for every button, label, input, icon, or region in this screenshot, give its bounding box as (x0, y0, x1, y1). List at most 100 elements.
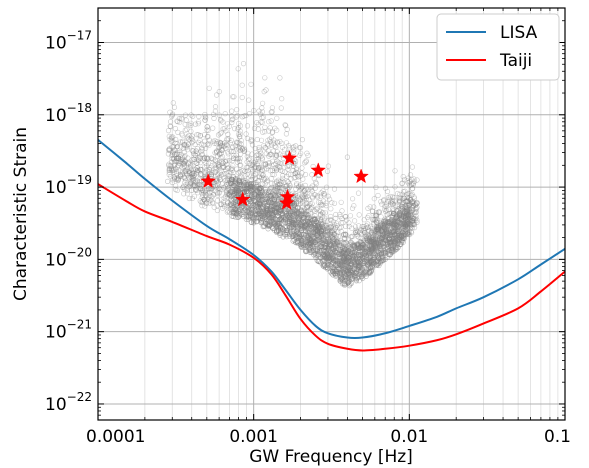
scatter-point (217, 141, 223, 147)
scatter-point (265, 148, 271, 154)
scatter-point (258, 164, 264, 170)
scatter-point (216, 185, 222, 191)
scatter-point (356, 212, 362, 218)
scatter-point (237, 155, 243, 162)
scatter-point (201, 197, 207, 203)
scatter-point (397, 199, 403, 205)
scatter-point (320, 210, 326, 216)
scatter-point (176, 152, 182, 158)
scatter-point (407, 172, 414, 178)
scatter-point (293, 165, 299, 171)
scatter-point (343, 232, 349, 238)
scatter-point (171, 156, 177, 162)
scatter-point (197, 154, 203, 160)
scatter-point (337, 211, 343, 218)
scatter-point (352, 218, 358, 224)
scatter-point (343, 214, 349, 220)
scatter-point (413, 205, 419, 212)
scatter-point (272, 125, 278, 131)
scatter-point (252, 171, 258, 177)
scatter-point (411, 178, 418, 184)
scatter-point (408, 197, 414, 203)
scatter-point (188, 167, 194, 173)
scatter-point (213, 167, 219, 173)
scatter-point (314, 205, 320, 211)
scatter-point (328, 223, 334, 229)
scatter-point (184, 147, 190, 153)
scatter-point (175, 177, 181, 183)
scatter-point (281, 147, 288, 153)
scatter-point (173, 176, 179, 182)
scatter-point (222, 158, 229, 165)
scatter-point (228, 166, 234, 172)
scatter-point (286, 143, 292, 149)
scatter-point (228, 148, 234, 155)
scatter-point (296, 183, 302, 189)
scatter-point (373, 212, 379, 218)
scatter-point (169, 152, 175, 158)
scatter-point (327, 196, 333, 202)
scatter-point (211, 204, 217, 210)
scatter-point (218, 117, 224, 123)
scatter-point (258, 137, 265, 143)
scatter-point (269, 130, 275, 136)
scatter-point (199, 172, 205, 178)
scatter-point (271, 172, 277, 178)
scatter-point (186, 122, 192, 128)
scatter-point (280, 185, 286, 191)
scatter-point (294, 170, 300, 176)
scatter-point (288, 171, 294, 177)
scatter-point (175, 158, 181, 164)
scatter-point (277, 160, 283, 166)
scatter-point (185, 180, 191, 186)
scatter-point (181, 186, 188, 192)
scatter-point (299, 165, 305, 171)
scatter-point (292, 171, 298, 177)
scatter-point (343, 231, 349, 237)
scatter-point (234, 113, 240, 119)
scatter-point (239, 82, 245, 88)
scatter-point (355, 190, 362, 196)
scatter-point (177, 172, 183, 178)
scatter-point (197, 175, 203, 181)
scatter-point (301, 188, 307, 194)
scatter-point (185, 168, 191, 174)
scatter-point (218, 172, 224, 178)
scatter-point (190, 113, 196, 119)
scatter-point (413, 215, 419, 221)
scatter-point (361, 228, 367, 234)
scatter-point (241, 113, 247, 119)
scatter-point (203, 160, 209, 166)
scatter-point (325, 163, 332, 169)
scatter-point (201, 157, 207, 163)
scatter-point (225, 151, 231, 157)
scatter-point (305, 152, 311, 159)
scatter-point (217, 177, 223, 183)
y-tick-label: 10−17 (45, 28, 92, 53)
scatter-point (261, 88, 267, 95)
scatter-point (190, 170, 196, 176)
scatter-point (325, 218, 331, 224)
scatter-point (393, 203, 399, 209)
scatter-point (202, 195, 208, 201)
scatter-point (234, 107, 240, 113)
scatter-point (205, 127, 211, 133)
scatter-point (236, 146, 242, 152)
scatter-point (286, 171, 292, 177)
scatter-point (198, 148, 204, 155)
scatter-point (190, 178, 196, 184)
scatter-point (194, 132, 200, 138)
scatter-point (274, 158, 280, 164)
scatter-point (297, 152, 303, 158)
scatter-point (202, 188, 208, 194)
minor-grid (144, 8, 559, 420)
scatter-point (187, 182, 193, 188)
scatter-point (278, 105, 284, 111)
scatter-point (294, 167, 300, 173)
scatter-point (216, 162, 222, 168)
scatter-point (181, 141, 187, 148)
scatter-point (220, 171, 226, 177)
scatter-point (216, 174, 223, 181)
scatter-point (186, 168, 192, 174)
scatter-point (226, 158, 232, 164)
